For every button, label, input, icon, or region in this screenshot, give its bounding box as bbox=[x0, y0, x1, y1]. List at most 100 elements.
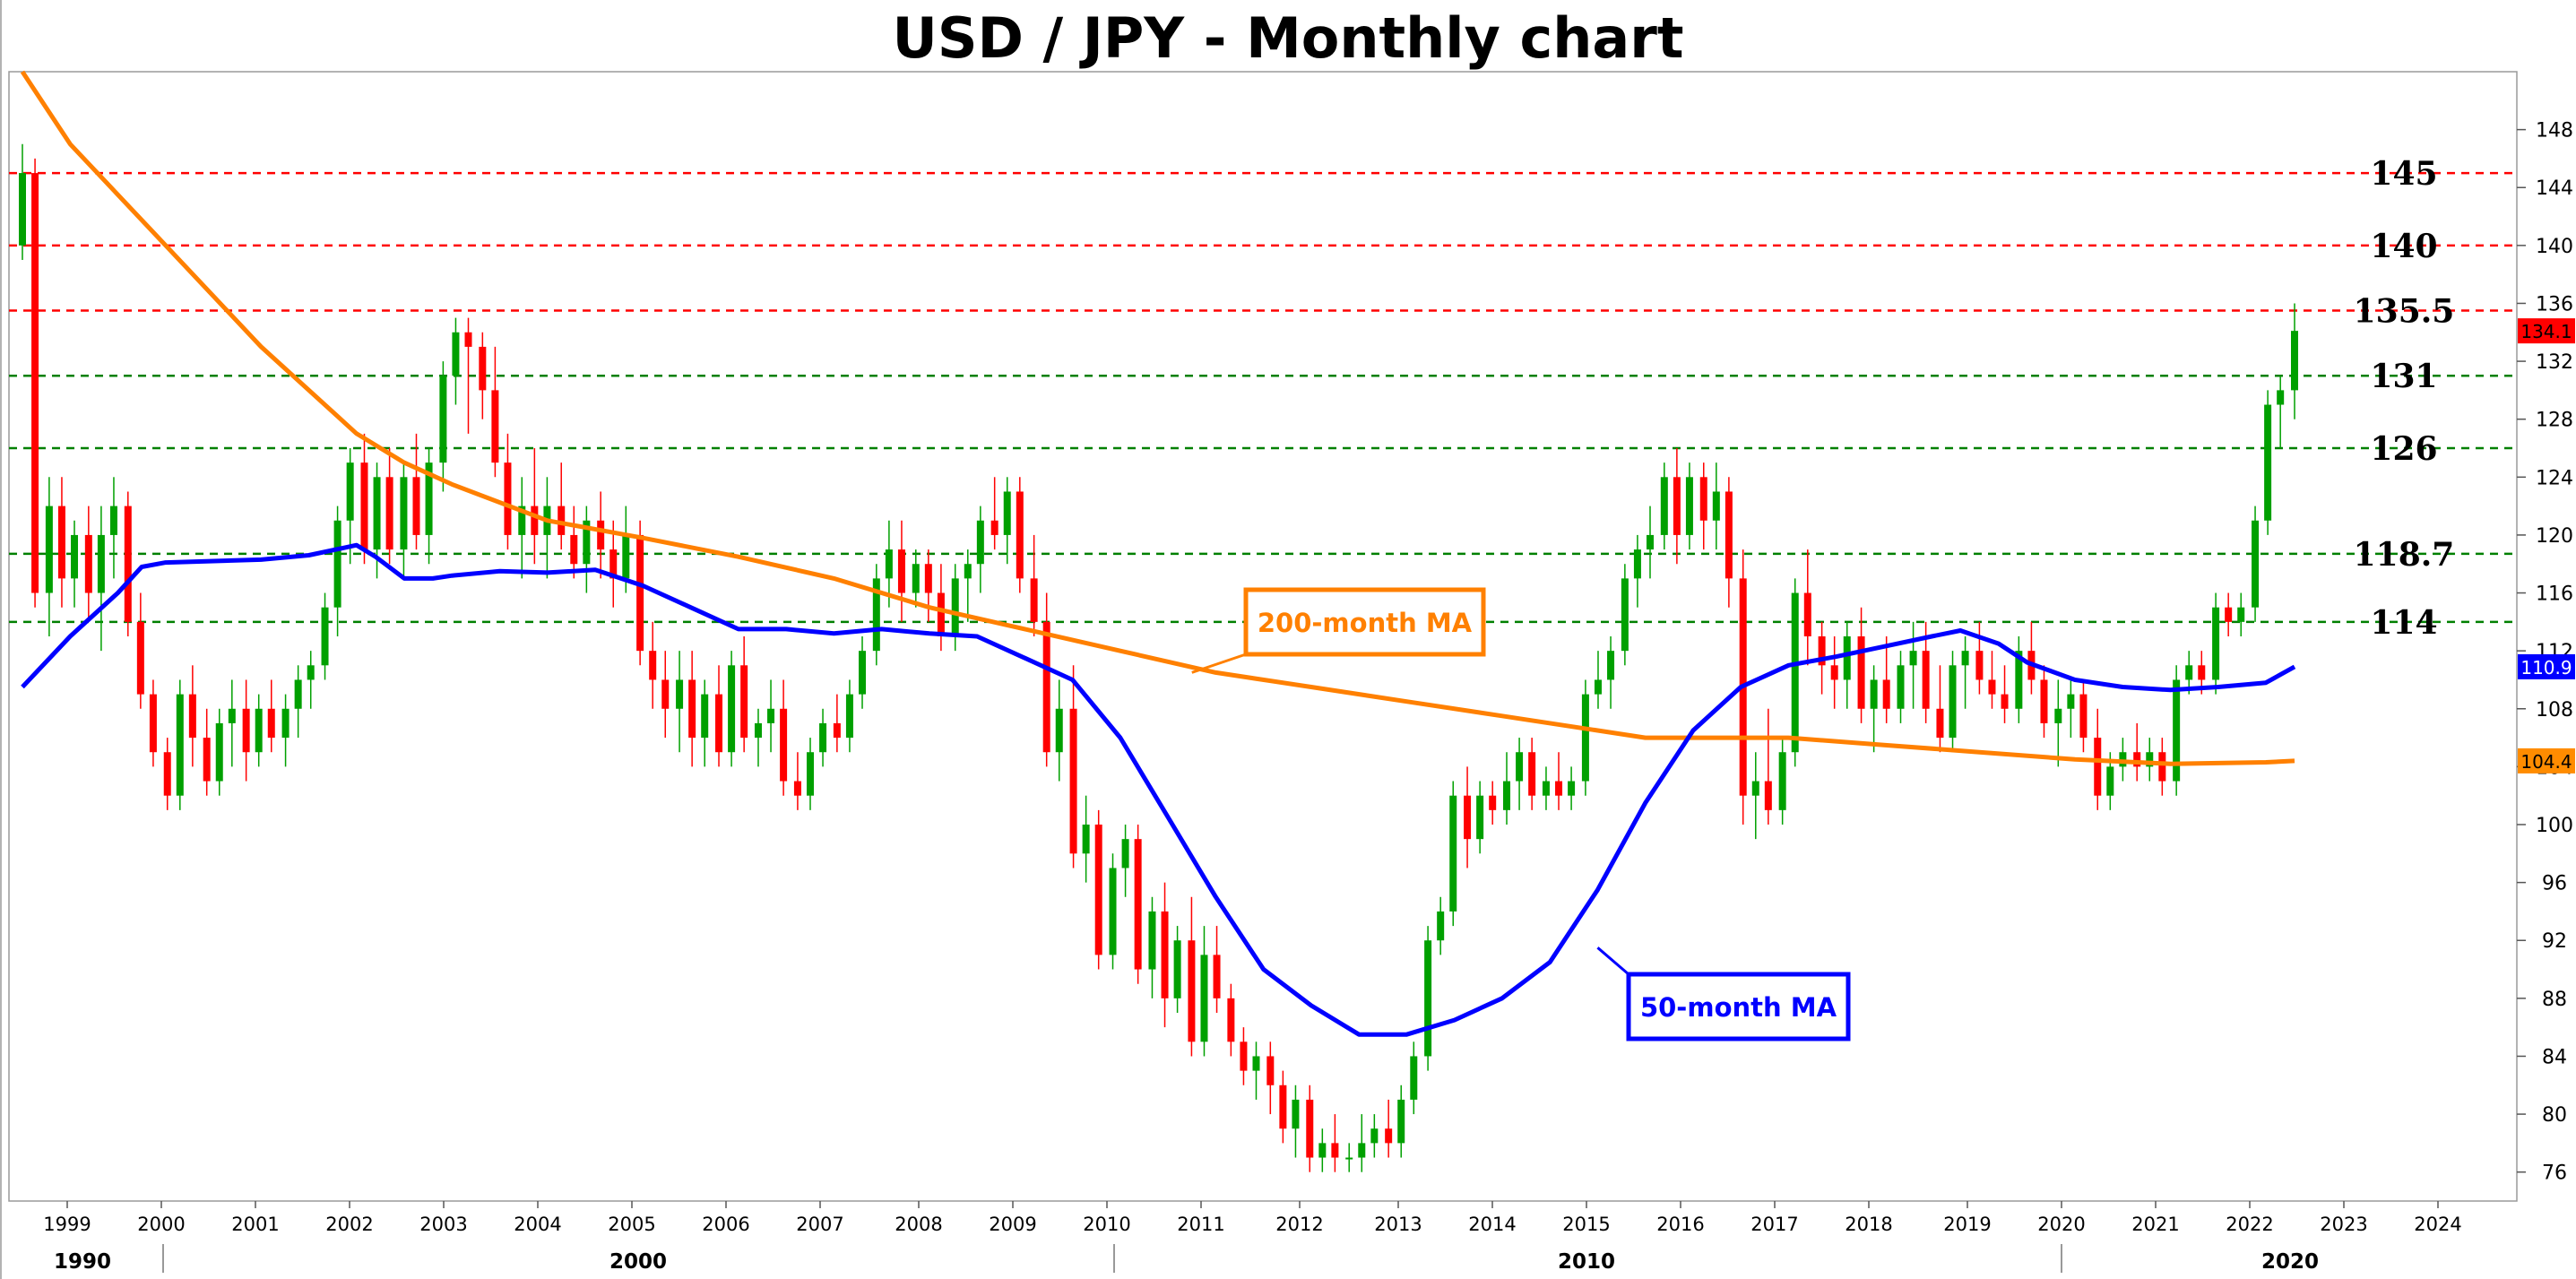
candle-body bbox=[1528, 752, 1536, 796]
candle-body bbox=[1318, 1143, 1327, 1158]
candle-body bbox=[636, 534, 644, 652]
candle-body bbox=[859, 651, 867, 695]
y-tick-label: 128 bbox=[2536, 410, 2573, 432]
candle-body bbox=[84, 534, 92, 593]
candle-body bbox=[2040, 679, 2048, 723]
ma50-line bbox=[21, 542, 2296, 1037]
candle-body bbox=[2106, 766, 2114, 796]
candle-body bbox=[2198, 665, 2206, 680]
candle-body bbox=[1082, 825, 1090, 854]
candle-body bbox=[163, 752, 171, 796]
y-tick-label: 76 bbox=[2542, 1162, 2567, 1185]
candle-body bbox=[2173, 679, 2181, 782]
y-tick-label: 148 bbox=[2536, 120, 2573, 143]
candle-body bbox=[1385, 1128, 1393, 1144]
candle-body bbox=[346, 462, 354, 521]
candle-body bbox=[701, 694, 709, 739]
candle-body bbox=[1581, 694, 1589, 782]
price-tag bbox=[2518, 653, 2575, 679]
x-tick-label: 2009 bbox=[989, 1214, 1036, 1235]
candle-body bbox=[281, 708, 290, 739]
candle-body bbox=[412, 477, 420, 535]
candle-body bbox=[2133, 752, 2141, 767]
x-tick-label: 2024 bbox=[2414, 1214, 2461, 1235]
candle-body bbox=[1961, 651, 1969, 666]
candle-body bbox=[1699, 477, 1707, 521]
candle-body bbox=[833, 722, 841, 739]
candle-body bbox=[740, 665, 748, 739]
y-tick-label: 132 bbox=[2536, 351, 2573, 374]
level-label: 140 bbox=[2370, 228, 2437, 265]
y-tick-label: 124 bbox=[2536, 467, 2573, 489]
candle-body bbox=[1949, 665, 1957, 739]
candle-body bbox=[2185, 665, 2193, 680]
y-tick-label: 84 bbox=[2542, 1046, 2567, 1068]
candle-body bbox=[715, 694, 723, 753]
candle-body bbox=[176, 694, 184, 796]
y-tick-label: 144 bbox=[2536, 177, 2573, 200]
x-tick-label: 2000 bbox=[137, 1214, 185, 1235]
candle-body bbox=[531, 506, 539, 535]
x-tick-label: 2010 bbox=[1083, 1214, 1130, 1235]
candle-body bbox=[1764, 781, 1772, 810]
candle-body bbox=[676, 679, 684, 709]
level-label: 135.5 bbox=[2354, 293, 2455, 331]
candle-body bbox=[1791, 592, 1799, 753]
candle-body bbox=[622, 534, 630, 579]
annotation-box bbox=[1626, 972, 1851, 1041]
candle-body bbox=[1016, 491, 1024, 579]
candle-body bbox=[1476, 795, 1484, 840]
candle-body bbox=[1094, 825, 1102, 955]
candle-body bbox=[439, 376, 447, 463]
y-tick-label: 96 bbox=[2542, 873, 2567, 895]
annotation-label: 200-month MA bbox=[1258, 608, 1473, 638]
candle-body bbox=[1607, 651, 1615, 680]
candle-body bbox=[1897, 665, 1905, 709]
candle-body bbox=[452, 332, 460, 376]
price-tag-label: 110.9 bbox=[2520, 657, 2572, 678]
candle-body bbox=[1121, 839, 1129, 869]
candle-body bbox=[1712, 491, 1720, 521]
x-major-label: 2010 bbox=[1558, 1250, 1615, 1274]
candle-body bbox=[951, 578, 959, 636]
x-tick-label: 2023 bbox=[2320, 1214, 2367, 1235]
y-tick-label: 92 bbox=[2542, 930, 2567, 953]
ma200-line bbox=[20, 70, 2295, 766]
candle-body bbox=[1803, 592, 1811, 636]
candle-body bbox=[1843, 636, 1851, 680]
candle-body bbox=[976, 520, 984, 565]
candle-body bbox=[504, 462, 512, 535]
candle-body bbox=[1673, 477, 1681, 535]
candle-body bbox=[609, 549, 618, 579]
x-tick-label: 2006 bbox=[702, 1214, 749, 1235]
x-tick-label: 2007 bbox=[796, 1214, 843, 1235]
x-tick-label: 2018 bbox=[1845, 1214, 1892, 1235]
candle-body bbox=[1279, 1085, 1287, 1129]
candle-body bbox=[228, 708, 236, 723]
chart-title: USD / JPY - Monthly chart bbox=[892, 5, 1684, 71]
candle-body bbox=[1882, 679, 1890, 709]
candle-body bbox=[149, 694, 157, 753]
y-tick-label: 88 bbox=[2542, 989, 2567, 1011]
candle-body bbox=[215, 722, 223, 782]
candle-body bbox=[885, 549, 893, 579]
candle-body bbox=[2094, 738, 2102, 796]
candle-body bbox=[255, 708, 263, 753]
candle-body bbox=[1555, 781, 1563, 796]
annotation-leader bbox=[1191, 652, 1247, 674]
candle-body bbox=[1055, 708, 1063, 753]
candle-body bbox=[1725, 491, 1733, 579]
candle-body bbox=[1751, 781, 1759, 796]
x-tick-label: 2002 bbox=[325, 1214, 373, 1235]
candle-body bbox=[294, 679, 302, 709]
candle-body bbox=[321, 607, 329, 666]
candle-body bbox=[57, 506, 65, 579]
x-tick-label: 2013 bbox=[1374, 1214, 1422, 1235]
candle-body bbox=[2212, 607, 2220, 680]
candle-body bbox=[1030, 578, 1038, 622]
candle-body bbox=[1830, 665, 1838, 680]
candle-body bbox=[19, 173, 26, 246]
y-tick-label: 120 bbox=[2536, 525, 2573, 548]
candle-body bbox=[188, 694, 196, 739]
x-tick-label: 2021 bbox=[2131, 1214, 2179, 1235]
